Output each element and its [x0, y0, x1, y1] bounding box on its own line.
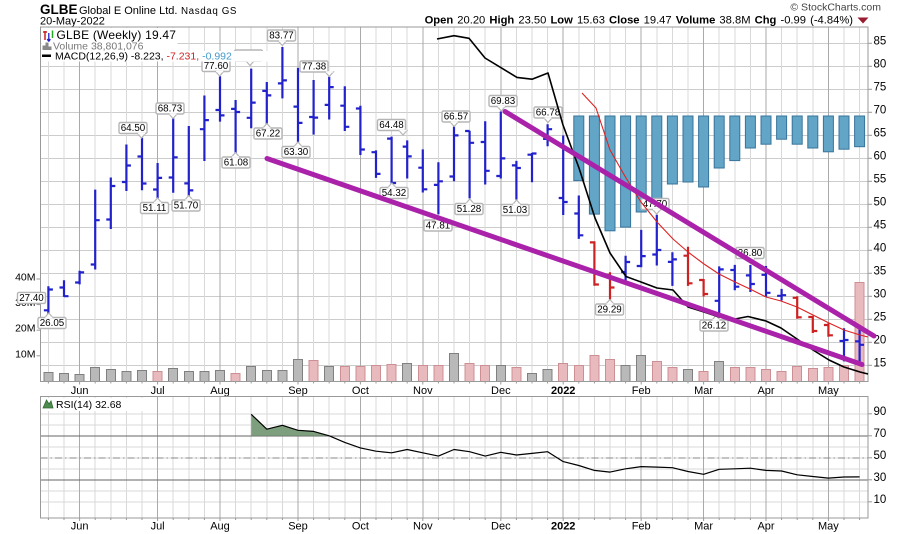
svg-text:51.11: 51.11 [143, 203, 167, 214]
svg-text:70: 70 [874, 428, 887, 440]
svg-text:51.28: 51.28 [457, 204, 482, 215]
svg-text:47.81: 47.81 [426, 221, 451, 232]
svg-text:26.05: 26.05 [40, 318, 65, 329]
svg-text:20M: 20M [15, 323, 35, 335]
svg-text:55: 55 [874, 174, 887, 186]
svg-text:75: 75 [874, 82, 887, 94]
svg-text:54.32: 54.32 [382, 188, 407, 199]
svg-text:63.30: 63.30 [284, 147, 309, 158]
svg-text:77.38: 77.38 [302, 62, 327, 73]
svg-text:27.40: 27.40 [19, 293, 44, 304]
svg-text:45: 45 [874, 220, 887, 232]
svg-text:Apr: Apr [757, 385, 774, 397]
svg-text:Jul: Jul [151, 385, 165, 397]
svg-text:29.29: 29.29 [597, 305, 622, 316]
svg-text:MACD(12,26,9) -8.223, -7.231,: MACD(12,26,9) -8.223, -7.231, -0.992 [55, 51, 232, 63]
svg-text:Jun: Jun [71, 521, 89, 533]
svg-text:40: 40 [874, 243, 887, 255]
svg-text:Aug: Aug [210, 521, 230, 533]
svg-text:Dec: Dec [491, 521, 511, 533]
svg-text:Jun: Jun [71, 385, 89, 397]
svg-text:35: 35 [874, 266, 887, 278]
svg-text:Nov: Nov [413, 521, 433, 533]
svg-text:30: 30 [874, 472, 887, 484]
svg-text:Oct: Oct [352, 385, 369, 397]
svg-text:Sep: Sep [288, 521, 308, 533]
svg-text:65: 65 [874, 128, 887, 140]
svg-text:90: 90 [874, 406, 887, 418]
svg-text:Apr: Apr [757, 521, 774, 533]
svg-text:83.77: 83.77 [269, 31, 294, 42]
svg-text:64.50: 64.50 [121, 123, 146, 134]
svg-text:66.78: 66.78 [536, 108, 561, 119]
svg-text:20-May-2022: 20-May-2022 [40, 16, 105, 28]
svg-text:Nasdaq GS: Nasdaq GS [181, 6, 237, 17]
svg-text:Open 20.20 High 23.50 Low 15.6: Open 20.20 High 23.50 Low 15.63 Close 19… [425, 15, 854, 27]
svg-text:68.73: 68.73 [158, 104, 183, 115]
svg-text:Mar: Mar [694, 521, 713, 533]
svg-text:77.60: 77.60 [204, 61, 229, 72]
svg-text:GLBE: GLBE [40, 2, 78, 17]
svg-text:Feb: Feb [632, 521, 651, 533]
svg-text:Sep: Sep [288, 385, 308, 397]
svg-text:26.12: 26.12 [702, 321, 727, 332]
svg-text:Aug: Aug [210, 385, 230, 397]
svg-text:Dec: Dec [491, 385, 511, 397]
svg-text:50: 50 [874, 197, 887, 209]
svg-text:© StockCharts.com: © StockCharts.com [790, 2, 881, 14]
svg-text:85: 85 [874, 36, 887, 48]
svg-text:2022: 2022 [551, 385, 575, 397]
svg-text:Global E Online Ltd.: Global E Online Ltd. [79, 5, 177, 17]
svg-text:May: May [818, 521, 839, 533]
svg-text:69.83: 69.83 [491, 96, 516, 107]
svg-text:30: 30 [874, 289, 887, 301]
svg-text:60: 60 [874, 151, 887, 163]
svg-text:RSI(14) 32.68: RSI(14) 32.68 [56, 399, 122, 411]
svg-text:Mar: Mar [694, 385, 713, 397]
svg-text:May: May [818, 385, 839, 397]
svg-text:67.22: 67.22 [256, 129, 281, 140]
svg-text:Nov: Nov [413, 385, 433, 397]
svg-text:10: 10 [874, 494, 887, 506]
svg-text:GLBE (Weekly) 19.47: GLBE (Weekly) 19.47 [57, 28, 177, 42]
svg-text:Volume 38,801,076: Volume 38,801,076 [53, 41, 144, 53]
svg-text:Jul: Jul [151, 521, 165, 533]
svg-text:70: 70 [874, 105, 887, 117]
svg-text:61.08: 61.08 [224, 158, 249, 169]
svg-text:80: 80 [874, 59, 887, 71]
svg-text:2022: 2022 [551, 521, 575, 533]
svg-text:51.70: 51.70 [174, 201, 199, 212]
svg-text:Feb: Feb [632, 385, 651, 397]
svg-text:15: 15 [874, 358, 887, 370]
svg-text:10M: 10M [15, 348, 35, 360]
svg-text:40M: 40M [15, 272, 35, 284]
svg-text:36.80: 36.80 [738, 248, 763, 259]
svg-text:51.03: 51.03 [503, 205, 528, 216]
svg-text:66.57: 66.57 [444, 112, 469, 123]
svg-text:Oct: Oct [352, 521, 369, 533]
svg-text:25: 25 [874, 312, 887, 324]
svg-text:64.48: 64.48 [379, 120, 404, 131]
svg-text:50: 50 [874, 450, 887, 462]
svg-text:20: 20 [874, 335, 887, 347]
